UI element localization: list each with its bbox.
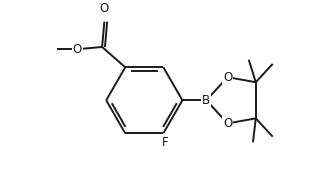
Text: B: B bbox=[202, 94, 210, 107]
Text: O: O bbox=[223, 71, 232, 84]
Text: O: O bbox=[100, 1, 109, 15]
Text: F: F bbox=[161, 136, 168, 149]
Text: O: O bbox=[223, 117, 232, 130]
Text: O: O bbox=[73, 43, 82, 56]
